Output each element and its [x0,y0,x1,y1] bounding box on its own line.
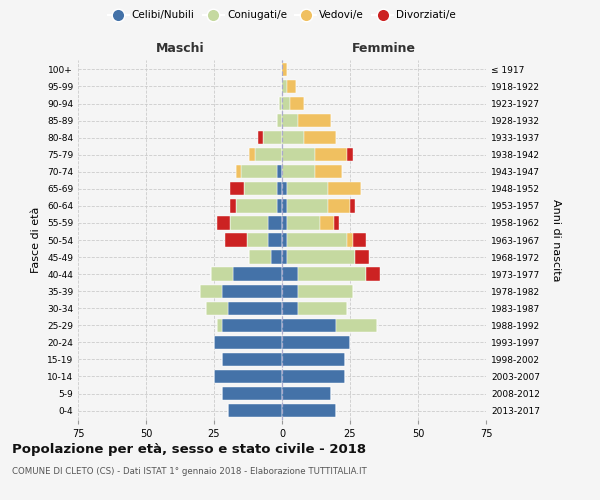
Bar [214,336,282,349]
Bar [328,182,361,196]
Y-axis label: Anni di nascita: Anni di nascita [551,198,561,281]
Bar [282,97,290,110]
Bar [282,216,287,230]
Bar [230,182,244,196]
Bar [314,148,347,162]
Bar [233,268,282,281]
Bar [287,234,347,246]
Legend: Celibi/Nubili, Coniugati/e, Vedovi/e, Divorziati/e: Celibi/Nubili, Coniugati/e, Vedovi/e, Di… [104,6,460,25]
Bar [244,182,277,196]
Bar [236,199,277,212]
Bar [298,114,331,127]
Bar [282,250,287,264]
Bar [353,234,367,246]
Bar [222,284,282,298]
Bar [257,131,263,144]
Bar [334,216,339,230]
Bar [200,284,222,298]
Bar [282,165,314,178]
Bar [287,199,328,212]
Bar [314,165,342,178]
Text: Femmine: Femmine [352,42,416,55]
Bar [320,216,334,230]
Bar [282,318,337,332]
Bar [241,165,277,178]
Bar [347,234,353,246]
Bar [282,199,287,212]
Text: Popolazione per età, sesso e stato civile - 2018: Popolazione per età, sesso e stato civil… [12,442,366,456]
Bar [268,216,282,230]
Bar [255,148,282,162]
Bar [298,268,367,281]
Bar [206,302,227,315]
Bar [282,114,298,127]
Bar [222,387,282,400]
Bar [250,250,271,264]
Bar [287,250,355,264]
Bar [268,234,282,246]
Bar [227,404,282,417]
Bar [304,131,337,144]
Bar [347,148,353,162]
Bar [282,131,304,144]
Bar [298,302,347,315]
Bar [222,353,282,366]
Bar [230,216,268,230]
Bar [350,199,355,212]
Bar [222,318,282,332]
Bar [367,268,380,281]
Bar [282,404,337,417]
Bar [250,148,255,162]
Y-axis label: Fasce di età: Fasce di età [31,207,41,273]
Bar [287,182,328,196]
Bar [236,165,241,178]
Bar [337,318,377,332]
Bar [225,234,247,246]
Bar [290,97,304,110]
Bar [287,216,320,230]
Bar [287,80,296,93]
Bar [282,268,298,281]
Bar [214,370,282,383]
Bar [328,199,350,212]
Bar [282,234,287,246]
Bar [227,302,282,315]
Bar [217,216,230,230]
Bar [282,353,344,366]
Bar [277,182,282,196]
Bar [282,284,298,298]
Bar [217,318,222,332]
Bar [355,250,369,264]
Bar [282,80,287,93]
Bar [211,268,233,281]
Bar [282,387,331,400]
Bar [271,250,282,264]
Bar [282,302,298,315]
Text: COMUNE DI CLETO (CS) - Dati ISTAT 1° gennaio 2018 - Elaborazione TUTTITALIA.IT: COMUNE DI CLETO (CS) - Dati ISTAT 1° gen… [12,468,367,476]
Bar [263,131,282,144]
Bar [282,370,344,383]
Bar [282,148,314,162]
Bar [279,97,282,110]
Bar [277,199,282,212]
Bar [282,182,287,196]
Text: Maschi: Maschi [155,42,205,55]
Bar [282,62,287,76]
Bar [247,234,268,246]
Bar [230,199,236,212]
Bar [277,165,282,178]
Bar [282,336,350,349]
Bar [298,284,353,298]
Bar [277,114,282,127]
